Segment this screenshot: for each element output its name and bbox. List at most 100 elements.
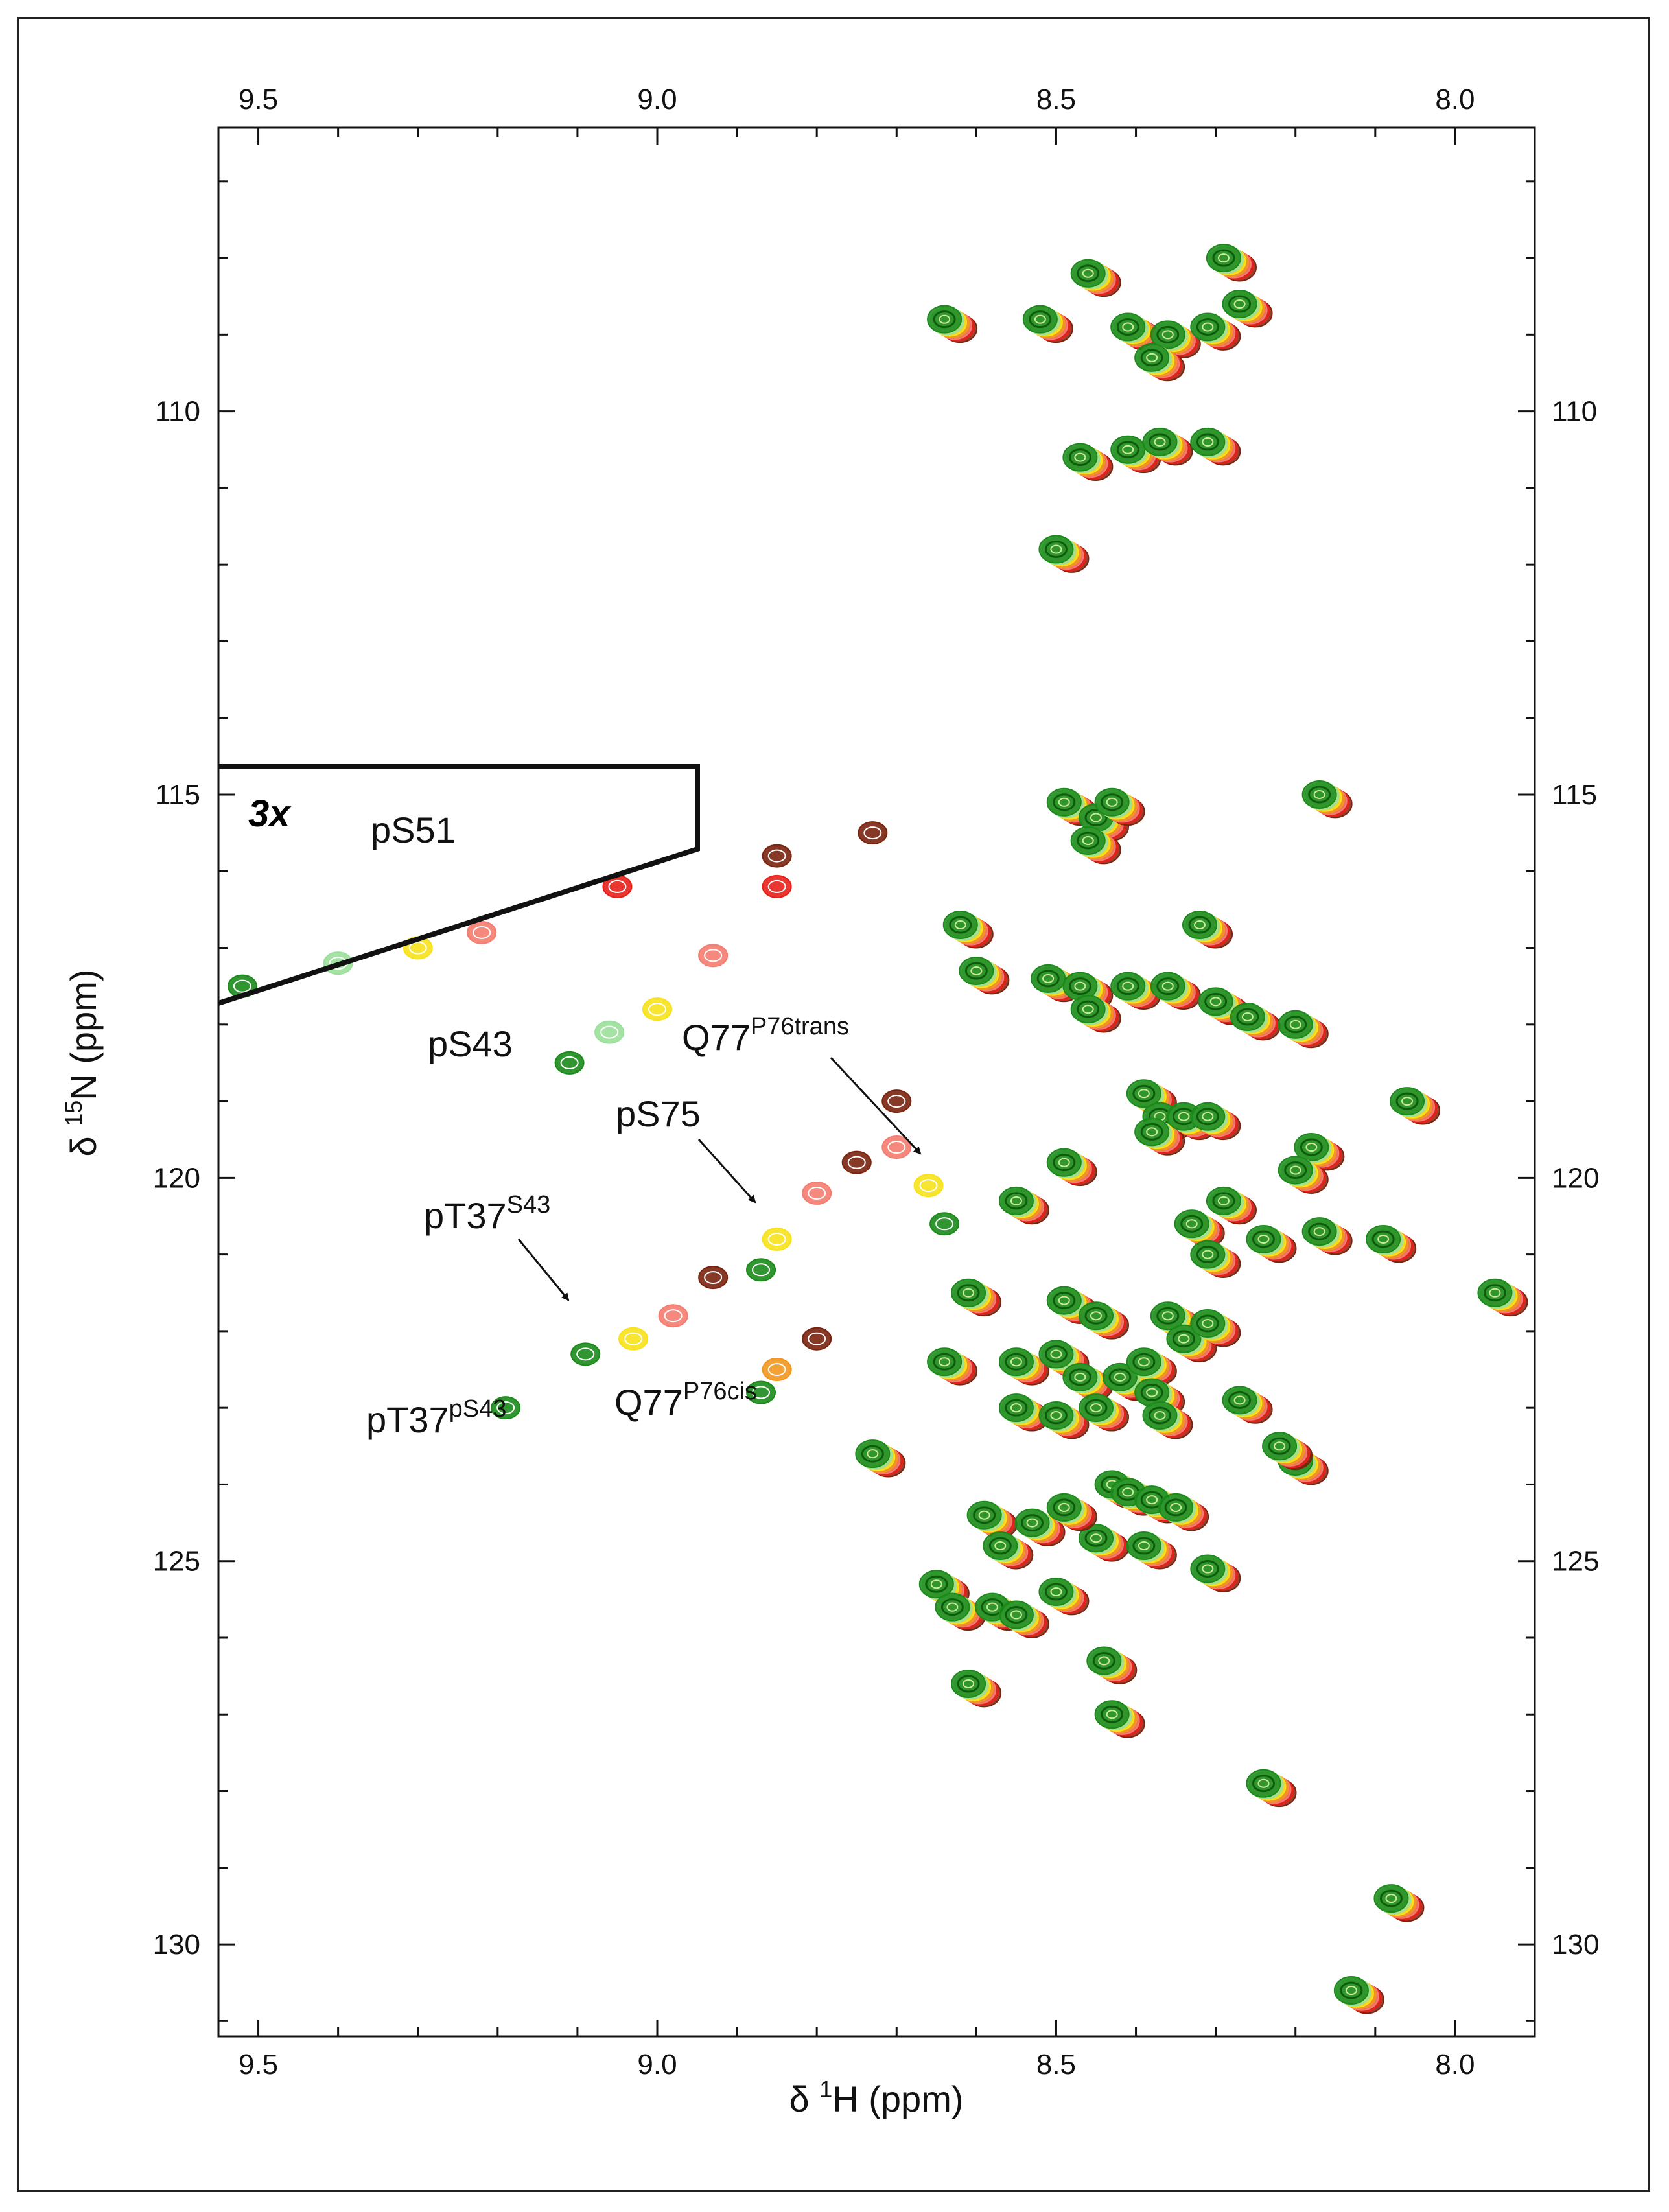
peak: [1278, 1156, 1329, 1194]
y-tick-label-right: 120: [1552, 1162, 1599, 1194]
trajectory-point: [881, 1089, 912, 1113]
trajectory-point: [698, 944, 729, 968]
figure-frame: [17, 17, 1650, 2192]
peak: [855, 1439, 906, 1478]
trajectory-pT37: [491, 1396, 521, 1420]
peak: [1150, 320, 1201, 358]
peak: [1094, 1700, 1145, 1738]
peak: [1301, 1217, 1353, 1255]
peak: [1126, 1531, 1177, 1570]
peak: [1246, 1224, 1297, 1263]
y-tick-label-left: 130: [153, 1929, 200, 1961]
peak: [1038, 1578, 1090, 1616]
peak: [1038, 1401, 1090, 1439]
trajectory-point: [491, 1396, 521, 1420]
label-pS75: pS75: [616, 1093, 701, 1134]
peak: [1150, 972, 1201, 1010]
peak: [1206, 244, 1257, 282]
peak: [1294, 1133, 1345, 1171]
peak: [1190, 312, 1241, 351]
peak: [1014, 1508, 1066, 1546]
peak: [927, 1347, 978, 1386]
peak: [951, 1669, 1002, 1708]
trajectory-point: [594, 1020, 625, 1044]
trajectory-point: [762, 1227, 792, 1251]
x-tick-label-bottom: 8.0: [1435, 2049, 1475, 2080]
peak: [1373, 1884, 1425, 1922]
peak: [1046, 1148, 1097, 1187]
peak: [1070, 259, 1121, 297]
trajectory-point: [746, 1258, 776, 1282]
y-axis-label: δ 15N (ppm): [60, 969, 104, 1156]
peak: [1174, 1209, 1225, 1248]
peak: [998, 1186, 1049, 1225]
inset-3x-outline: [217, 764, 700, 1006]
inset-3x-label: 3x: [248, 793, 292, 835]
trajectory-point: [762, 1358, 792, 1382]
y-tick-label-left: 110: [155, 396, 200, 428]
peak: [983, 1531, 1034, 1570]
trajectory-point: [929, 1212, 960, 1236]
peak: [966, 1500, 1018, 1539]
trajectory-point: [762, 844, 792, 868]
trajectory-point: [467, 920, 497, 944]
y-tick-label-right: 110: [1552, 396, 1597, 428]
peak: [951, 1278, 1002, 1317]
peak: [1062, 1362, 1114, 1401]
label-q77-cis: Q77P76cis: [614, 1378, 757, 1423]
y-tick-label-left: 125: [153, 1546, 200, 1578]
plot-area: [217, 126, 1536, 2038]
peak: [1134, 343, 1185, 382]
trajectory-Q77: [881, 1089, 960, 1236]
trajectory-point: [658, 1304, 688, 1328]
label-pT37-S43: pT37S43: [424, 1191, 550, 1236]
peak: [1190, 1554, 1241, 1592]
x-tick-label-top: 8.5: [1036, 84, 1076, 115]
trajectory-point: [642, 997, 672, 1021]
label-pS51: pS51: [371, 809, 456, 850]
peak: [1477, 1278, 1528, 1317]
peak: [1094, 787, 1145, 826]
peak: [1230, 1002, 1281, 1041]
label-pS43: pS43: [428, 1023, 513, 1064]
peak: [959, 957, 1010, 995]
peak: [1134, 1117, 1185, 1156]
peak: [1166, 1324, 1217, 1363]
peak: [1333, 1976, 1384, 2014]
trajectory-pT37: [570, 1266, 729, 1366]
peak: [1079, 1301, 1129, 1340]
peak: [942, 911, 994, 949]
peak: [998, 1600, 1049, 1638]
peak: [1079, 1393, 1129, 1432]
peak: [1390, 1087, 1441, 1125]
peak: [1070, 995, 1121, 1033]
x-tick-label-top: 9.5: [239, 84, 278, 115]
ticks-layer: [218, 128, 1536, 2036]
trajectory-point: [841, 1150, 872, 1174]
peak: [1366, 1224, 1417, 1263]
x-tick-label-bottom: 9.5: [239, 2049, 278, 2080]
peak: [1190, 1240, 1241, 1279]
peak: [927, 305, 978, 343]
peak: [1246, 1769, 1297, 1808]
trajectory-point: [913, 1174, 944, 1198]
trajectory-point: [570, 1342, 601, 1366]
trajectory-point: [802, 1327, 832, 1351]
peak: [1070, 826, 1121, 865]
peak: [1038, 535, 1090, 573]
peaks-layer: [855, 244, 1528, 2014]
peak: [1062, 443, 1114, 481]
peak: [1301, 780, 1353, 819]
x-tick-label-bottom: 9.0: [637, 2049, 677, 2080]
trajectory-pS43: [554, 821, 888, 1075]
peak: [1190, 1102, 1241, 1141]
trajectory-point: [618, 1327, 649, 1351]
trajectory-Q77: [746, 1327, 832, 1404]
x-axis-label: δ 1H (ppm): [789, 2076, 964, 2119]
peak: [1110, 972, 1161, 1010]
peak: [1086, 1646, 1138, 1684]
peak: [1110, 312, 1161, 351]
arrow-pS75: [697, 1138, 756, 1204]
peak: [1079, 1524, 1129, 1562]
